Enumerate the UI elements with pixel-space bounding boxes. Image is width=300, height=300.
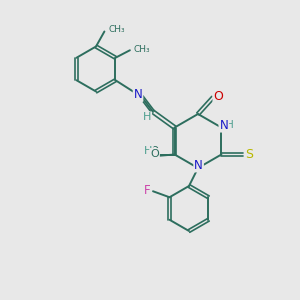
Text: CH₃: CH₃ [134,45,150,54]
Text: N: N [219,118,228,132]
Text: N: N [194,158,203,172]
Text: S: S [245,148,253,161]
Text: CH₃: CH₃ [108,26,124,34]
Text: O: O [150,146,159,157]
Text: F: F [144,184,151,197]
Text: H: H [149,150,157,161]
Text: H: H [144,146,153,156]
Text: H: H [143,112,151,122]
Text: O: O [214,90,223,104]
Text: O: O [150,149,159,159]
Text: N: N [134,88,142,101]
Text: H: H [226,120,234,130]
